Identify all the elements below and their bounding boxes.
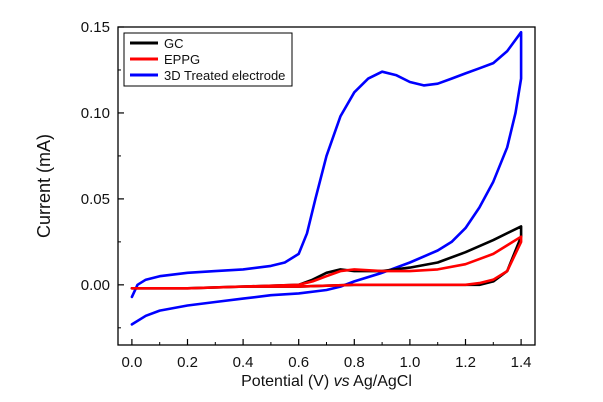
- y-tick-label: 0.10: [81, 105, 110, 122]
- x-tick-label: 0.0: [121, 354, 142, 371]
- ticks-layer: 0.0 0.2 0.4 0.6 0.8 1.0 1.2 1.4 0.00 0.05 0.10 0.15: [81, 19, 532, 371]
- legend-label: 3D Treated electrode: [164, 68, 285, 83]
- x-axis-title-part-3: Ag/AgCl: [350, 373, 412, 390]
- series-line-1: [130, 235, 523, 290]
- series-line-2: [130, 30, 523, 326]
- legend-label: GC: [164, 36, 184, 51]
- y-tick-label: 0.15: [81, 19, 110, 36]
- series-line-0: [130, 225, 523, 290]
- x-tick-label: 1.4: [511, 354, 532, 371]
- x-tick-label: 0.6: [288, 354, 309, 371]
- x-tick-label: 0.4: [233, 354, 254, 371]
- y-tick-label: 0.00: [81, 277, 110, 294]
- x-tick-label: 1.0: [399, 354, 420, 371]
- x-axis-title-part-2: vs: [334, 373, 350, 390]
- y-axis-title: Current (mA): [34, 134, 54, 238]
- x-tick-label: 1.2: [455, 354, 476, 371]
- x-axis-title-part-1: Potential (V): [241, 373, 333, 390]
- y-tick-label: 0.05: [81, 191, 110, 208]
- x-tick-label: 0.2: [177, 354, 198, 371]
- x-axis-title: Potential (V) vs Ag/AgCl: [241, 373, 412, 390]
- x-tick-label: 0.8: [344, 354, 365, 371]
- series-layer: [130, 30, 523, 326]
- legend-label: EPPG: [164, 52, 200, 67]
